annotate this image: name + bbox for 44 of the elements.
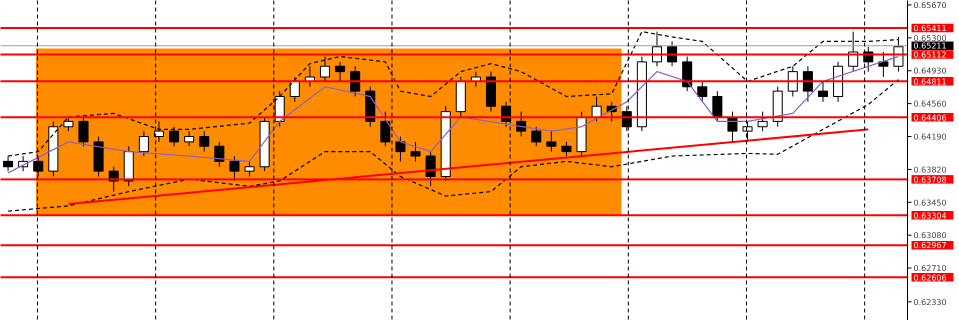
y-tick-label: 0.64190	[914, 132, 947, 142]
candlestick	[78, 116, 89, 147]
y-tick-label: 0.64930	[914, 66, 947, 76]
candlestick	[138, 130, 149, 157]
candlestick	[214, 141, 224, 168]
ref-line-label: 0.62606	[914, 273, 947, 282]
y-tick-label: 0.64560	[914, 100, 947, 109]
ref-line-label: 0.63304	[914, 211, 947, 220]
y-tick-label: 0.63080	[914, 231, 947, 240]
ref-line-label: 0.62967	[914, 241, 947, 250]
y-tick-label: 0.62330	[914, 298, 947, 307]
candlestick	[802, 66, 813, 102]
candlestick	[184, 130, 194, 147]
candlestick	[426, 151, 436, 187]
y-tick-label: 0.65300	[914, 34, 947, 43]
candlestick	[697, 80, 708, 102]
ref-line-label: 0.65112	[914, 50, 947, 60]
candlestick	[350, 66, 360, 97]
candlestick	[818, 80, 828, 102]
candlestick	[63, 116, 74, 132]
ref-line-label: 0.64811	[914, 77, 947, 86]
candlestick	[878, 52, 888, 78]
ref-line-label: 0.65211	[914, 42, 947, 51]
ref-line-label: 0.63708	[914, 175, 947, 184]
ref-line-label: 0.64406	[914, 113, 947, 122]
y-tick-label: 0.65670	[914, 0, 947, 10]
candlestick	[712, 90, 722, 122]
candlestick	[561, 141, 572, 157]
y-tick-label: 0.63450	[914, 198, 947, 208]
candlestick	[169, 126, 180, 147]
candlestick	[229, 156, 240, 182]
y-tick-label: 0.62710	[914, 264, 947, 274]
candlestick	[546, 130, 556, 152]
candlestick	[531, 126, 542, 147]
candlestick	[320, 56, 330, 82]
candlestick	[199, 130, 210, 152]
candlestick	[244, 160, 255, 177]
ref-line-label: 0.65411	[914, 24, 947, 33]
y-tick-label: 0.63820	[914, 165, 947, 174]
candlestick	[410, 141, 421, 162]
candlestick	[788, 66, 798, 97]
candlestick	[758, 111, 768, 132]
candlestick	[395, 136, 406, 162]
candlestick	[335, 61, 346, 82]
